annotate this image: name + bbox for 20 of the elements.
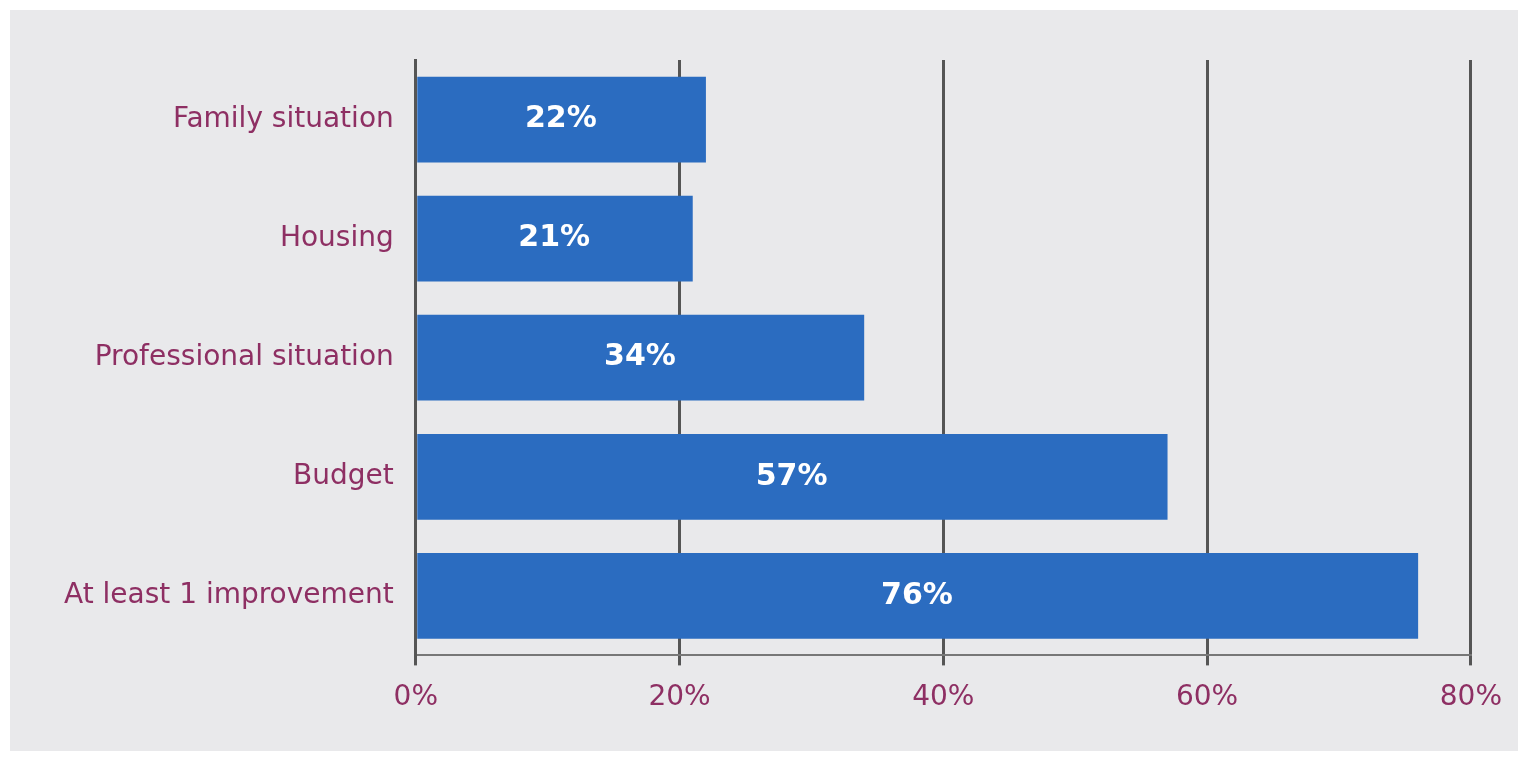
bar (417, 552, 1419, 639)
y-tick-label: Family situation (172, 100, 394, 134)
y-tick-label: Housing (279, 219, 394, 253)
x-tick-label: 80% (1439, 679, 1502, 713)
x-tick-label: 40% (912, 679, 975, 713)
x-tick-label: 60% (1175, 679, 1239, 713)
bar (417, 433, 1168, 520)
bar (417, 76, 706, 163)
y-tick-label: At least 1 improvement (64, 577, 394, 611)
x-tick-label: 0% (393, 679, 438, 713)
bar (417, 314, 865, 401)
x-tick-label: 20% (648, 679, 711, 713)
data-label: 21% (518, 218, 591, 254)
data-label: 76% (881, 575, 953, 611)
data-label: 22% (524, 99, 597, 135)
y-tick-label: Budget (293, 458, 394, 492)
bar (417, 195, 693, 282)
data-label: 34% (604, 337, 676, 373)
y-tick-label: Professional situation (94, 338, 394, 372)
data-label: 57% (755, 456, 828, 492)
